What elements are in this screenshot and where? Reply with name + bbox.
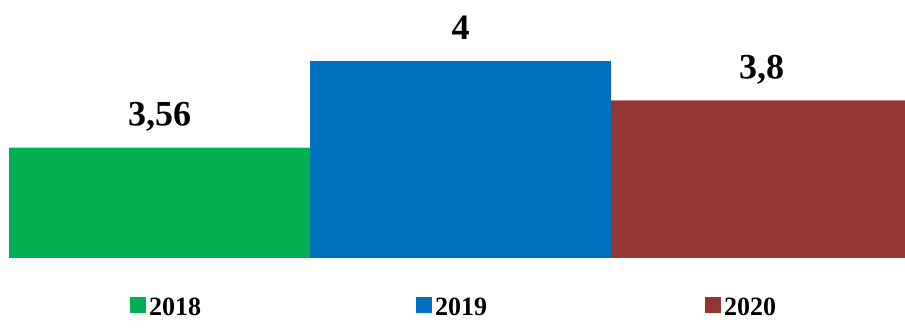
bar-2020 (611, 100, 905, 259)
legend-swatch-2019 (416, 297, 432, 313)
legend-label-2018: 2018 (149, 292, 201, 321)
bar-2019 (310, 61, 611, 258)
legend-label-2019: 2019 (435, 292, 487, 321)
legend-swatch-2018 (130, 297, 146, 313)
legend: 2018 2019 2020 (130, 292, 776, 321)
data-label-2019: 4 (452, 7, 470, 47)
legend-label-2020: 2020 (724, 292, 776, 321)
legend-swatch-2020 (705, 297, 721, 313)
bars-group (9, 61, 905, 259)
data-label-2018: 3,56 (128, 94, 191, 134)
bar-2018 (9, 147, 310, 258)
data-label-2020: 3,8 (739, 46, 784, 86)
data-labels-group: 3,56 4 3,8 (128, 7, 784, 134)
